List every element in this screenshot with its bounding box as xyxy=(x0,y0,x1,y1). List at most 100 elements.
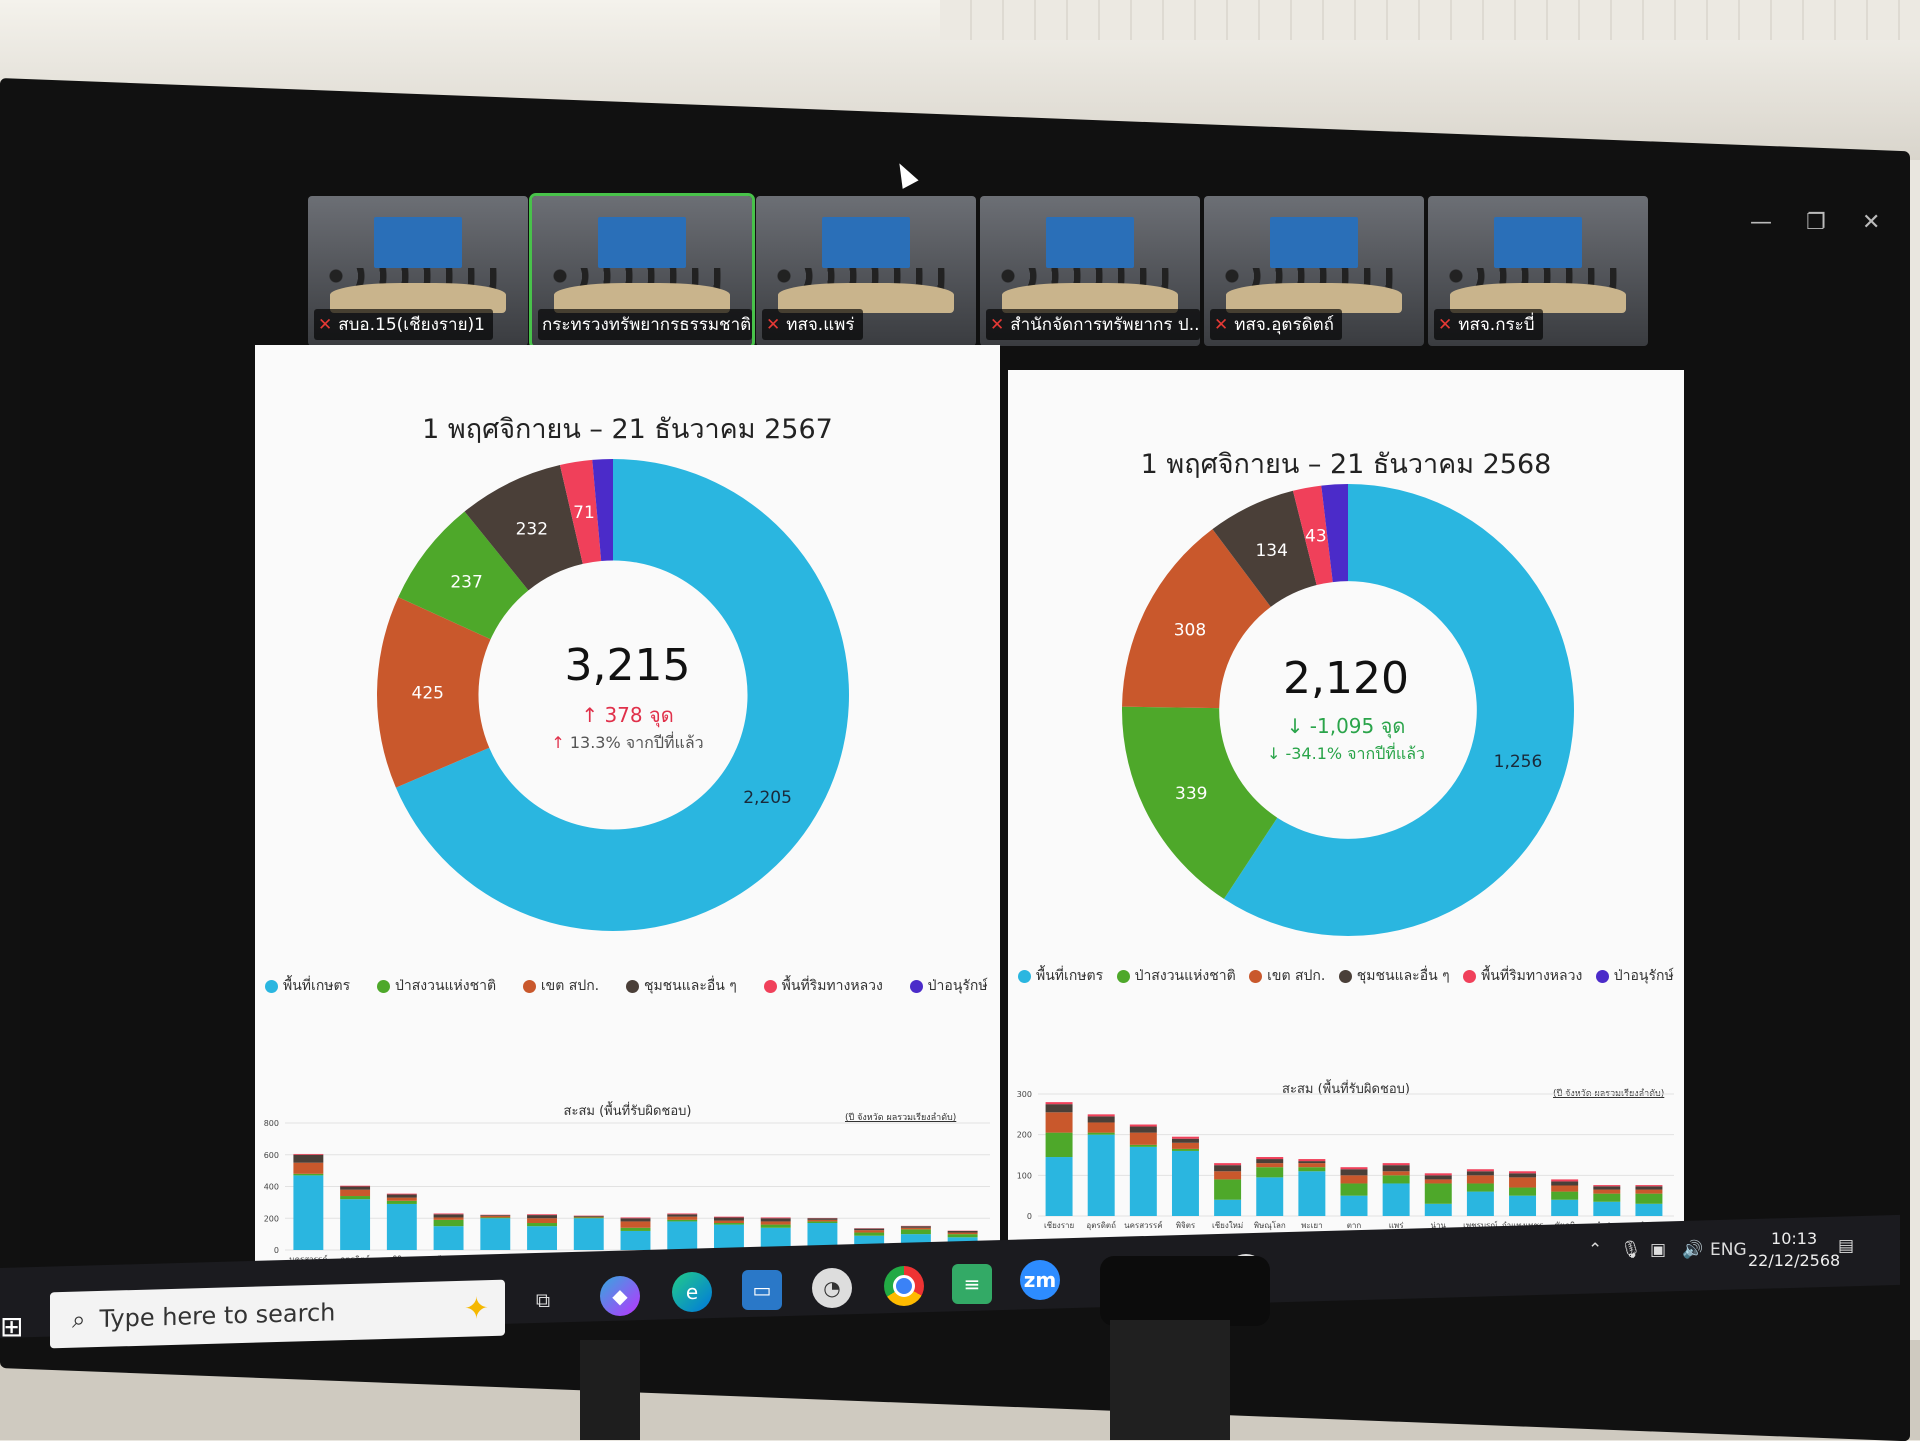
bar-segment xyxy=(1088,1116,1115,1122)
bar-segment xyxy=(1088,1114,1115,1116)
monitor-app-icon[interactable]: ▭ xyxy=(742,1270,782,1310)
language-indicator[interactable]: ENG xyxy=(1710,1240,1747,1260)
notifications-icon[interactable]: ▤ xyxy=(1838,1236,1854,1256)
bar-segment xyxy=(667,1217,697,1220)
participant-name: ทสจ.แพร่ xyxy=(786,315,854,335)
windows-start-icon[interactable]: ⊞ xyxy=(0,1310,40,1350)
bar-segment xyxy=(1256,1163,1283,1167)
x-tick-label: ตาก xyxy=(1347,1221,1362,1230)
clock-app-icon[interactable]: ◔ xyxy=(812,1268,852,1308)
bar-segment xyxy=(854,1229,884,1231)
copilot-icon[interactable]: ◆ xyxy=(600,1276,640,1316)
bar-segment xyxy=(387,1201,417,1204)
restore-button[interactable]: ❐ xyxy=(1806,210,1826,235)
legend-swatch xyxy=(764,980,777,993)
zoom-app-label: zm xyxy=(1024,1268,1056,1292)
task-view-icon[interactable]: ⧉ xyxy=(523,1280,563,1320)
legend-item: ชุมชนและอื่น ๆ xyxy=(626,975,737,997)
bar-segment xyxy=(1172,1151,1199,1216)
bar-segment xyxy=(1341,1196,1368,1216)
participant-name: ทสจ.กระบี่ xyxy=(1458,315,1534,335)
edge-browser-icon[interactable]: e xyxy=(672,1272,712,1312)
participant-tile[interactable]: ✕สำนักจัดการทรัพยากร ป... xyxy=(980,196,1200,346)
bar-segment xyxy=(1214,1179,1241,1199)
bar-segment xyxy=(807,1218,837,1220)
legend-swatch xyxy=(1018,970,1031,983)
participant-tile[interactable]: ✕ ทสจ.กระบี่ xyxy=(1428,196,1648,346)
close-button[interactable]: ✕ xyxy=(1862,210,1880,235)
participant-name: ทสจ.อุตรดิตถ์ xyxy=(1234,315,1334,335)
total-count: 2,120 xyxy=(1008,653,1684,704)
x-tick-label: พิษณุโลก xyxy=(1254,1220,1286,1230)
taskbar-search-box[interactable]: ⌕ Type here to search ✦ xyxy=(50,1280,505,1349)
legend-item: เขต สปก. xyxy=(523,975,599,997)
webcam xyxy=(1100,1256,1270,1326)
legend-label: พื้นที่ริมทางหลวง xyxy=(1481,965,1582,987)
taskbar-clock[interactable]: 10:13 22/12/2568 xyxy=(1748,1228,1840,1272)
legend-label: ป่าสงวนแห่งชาติ xyxy=(395,975,496,997)
delta-value: 378 จุด xyxy=(604,703,673,727)
legend-label: ชุมชนและอื่น ๆ xyxy=(644,975,737,997)
bar-segment xyxy=(1046,1112,1073,1132)
minimize-button[interactable]: — xyxy=(1750,210,1772,235)
bar-segment xyxy=(1214,1200,1241,1216)
bar-segment xyxy=(1341,1183,1368,1195)
bar-segment xyxy=(1467,1183,1494,1191)
bar-segment xyxy=(527,1226,557,1250)
x-tick-label: เชียงใหม่ xyxy=(1212,1221,1243,1230)
bar-segment xyxy=(1425,1179,1452,1183)
y-tick-label: 300 xyxy=(1017,1090,1032,1099)
participant-tile[interactable]: ✕ทสจ.อุตรดิตถ์ xyxy=(1204,196,1424,346)
bar-segment xyxy=(948,1233,978,1235)
slice-value-label: 339 xyxy=(1175,784,1207,804)
legend-item: พื้นที่เกษตร xyxy=(1018,965,1103,987)
bar-segment xyxy=(1509,1196,1536,1216)
legend-item: ป่าอนุรักษ์ xyxy=(1596,965,1674,987)
participant-tile[interactable]: ✕ทสจ.แพร่ xyxy=(756,196,976,346)
legend-item: พื้นที่เกษตร xyxy=(265,975,350,997)
y-tick-label: 100 xyxy=(1017,1171,1032,1180)
legend-item: ป่าสงวนแห่งชาติ xyxy=(377,975,496,997)
legend-item: พื้นที่ริมทางหลวง xyxy=(764,975,883,997)
y-tick-label: 800 xyxy=(264,1119,279,1128)
legend-item: ป่าอนุรักษ์ xyxy=(910,975,988,997)
layers-app-icon[interactable]: ≡ xyxy=(952,1264,992,1304)
bar-segment xyxy=(901,1226,931,1228)
total-count: 3,215 xyxy=(255,640,1000,691)
bar-segment xyxy=(1551,1179,1578,1181)
up-arrow-icon: ↑ xyxy=(581,703,598,727)
x-tick-label: เชียงราย xyxy=(1044,1221,1074,1230)
bar-segment xyxy=(1256,1159,1283,1163)
bar-segment xyxy=(293,1154,323,1155)
zoom-app-icon[interactable]: zm xyxy=(1020,1260,1060,1300)
bar-segment xyxy=(434,1220,464,1226)
network-icon[interactable]: ▣ xyxy=(1650,1240,1666,1260)
legend-swatch xyxy=(1463,970,1476,983)
clock-time: 10:13 xyxy=(1748,1228,1840,1250)
bar-segment xyxy=(1172,1139,1199,1143)
bar-segment xyxy=(1509,1171,1536,1173)
microphone-icon[interactable]: 🎙 xyxy=(1620,1240,1642,1260)
bar-segment xyxy=(574,1217,604,1218)
tray-chevron-icon[interactable]: ⌃ xyxy=(1588,1240,1602,1260)
bar-segment xyxy=(480,1216,510,1218)
bar-segment xyxy=(574,1217,604,1218)
volume-icon[interactable]: 🔊 xyxy=(1682,1240,1703,1260)
bar-segment xyxy=(1551,1192,1578,1200)
slice-value-label: 237 xyxy=(450,573,482,593)
y-tick-label: 400 xyxy=(264,1183,279,1192)
mic-muted-icon: ✕ xyxy=(990,315,1004,335)
bar-segment xyxy=(714,1225,744,1250)
chart-legend: พื้นที่เกษตร ป่าสงวนแห่งชาติ เขต สปก. ชุมชน… xyxy=(265,975,988,997)
chrome-browser-icon[interactable] xyxy=(884,1266,924,1306)
bar-segment xyxy=(1635,1186,1662,1189)
bar-segment xyxy=(434,1217,464,1219)
x-tick-label: พะเยา xyxy=(1301,1221,1322,1230)
bar-segment xyxy=(1383,1183,1410,1216)
bar-segment xyxy=(527,1223,557,1226)
participant-tile-active[interactable]: กระทรวงทรัพยากรธรรมชาติแ... xyxy=(532,196,752,346)
legend-label: ชุมชนและอื่น ๆ xyxy=(1357,965,1450,987)
participant-tile[interactable]: ✕สบอ.15(เชียงราย)1 xyxy=(308,196,528,346)
mic-muted-icon: ✕ xyxy=(1438,315,1452,335)
